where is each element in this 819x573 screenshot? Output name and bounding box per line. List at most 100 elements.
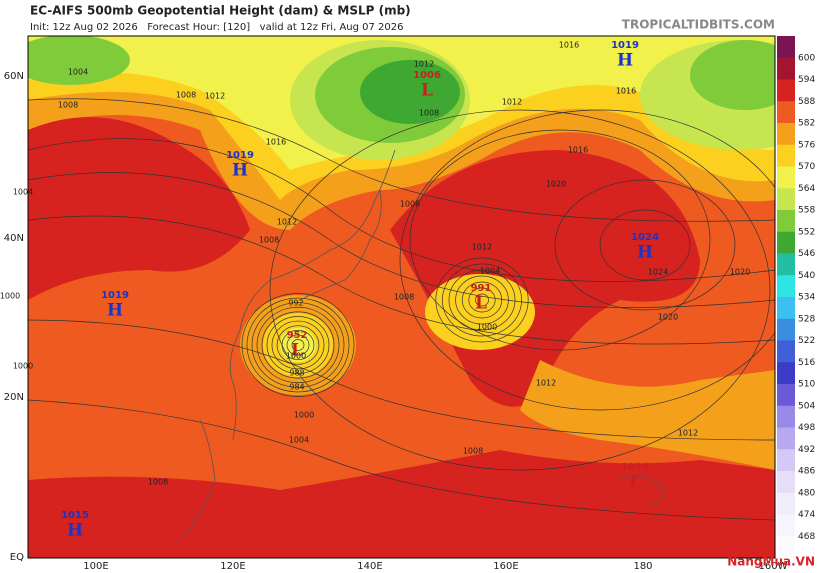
- center-value: 1019: [101, 290, 129, 301]
- center-value: 1024: [631, 232, 659, 243]
- isobar-label: 1000: [13, 362, 33, 371]
- colorbar-label: 552: [798, 227, 815, 237]
- brand: TROPICALTIDBITS.COM: [622, 18, 775, 32]
- colorbar-label: 528: [798, 314, 815, 324]
- watermark: NangMua.VN: [727, 555, 815, 569]
- isobar-label: 1012: [205, 92, 225, 101]
- colorbar-label: 534: [798, 293, 815, 303]
- colorbar-label: 576: [798, 140, 815, 150]
- isobar-label: 1016: [568, 146, 588, 155]
- isobar-label: 1012: [277, 218, 297, 227]
- colorbar-swatch: [777, 384, 795, 407]
- isobar-label: 1000: [0, 292, 20, 301]
- isobar-line: [28, 138, 775, 282]
- isobar-line: [246, 297, 350, 393]
- isobar-label: 1008: [394, 293, 414, 302]
- colorbar-swatch: [777, 144, 795, 167]
- isobar-label: 1020: [658, 313, 678, 322]
- isobar-line: [276, 325, 320, 365]
- colorbar-swatch: [777, 471, 795, 494]
- isobar-label: 1004: [289, 436, 309, 445]
- isobar-label: 1008: [176, 91, 196, 100]
- colorbar-label: 516: [798, 358, 815, 368]
- colorbar-swatch: [777, 405, 795, 428]
- colorbar-swatch: [777, 340, 795, 363]
- isobar-line: [461, 281, 503, 319]
- center-letter: L: [629, 473, 641, 493]
- isobar-label: 1012: [536, 379, 556, 388]
- subtitle: Init: 12z Aug 02 2026 Forecast Hour: [12…: [30, 22, 404, 33]
- map-frame: [27, 35, 776, 559]
- colorbar-swatch: [777, 188, 795, 211]
- center-value: 1015: [61, 510, 89, 521]
- lat-label: 20N: [4, 392, 24, 403]
- colorbar-swatch: [777, 275, 795, 298]
- isobar-line: [448, 269, 516, 331]
- isobar-line: [271, 320, 325, 370]
- isobar-label: 1020: [546, 180, 566, 189]
- center-letter: H: [617, 51, 633, 71]
- colorbar-label: 564: [798, 184, 815, 194]
- isobar-label: 1012: [414, 60, 434, 69]
- colorbar-swatch: [777, 297, 795, 320]
- colorbar-swatch: [777, 318, 795, 341]
- isobar-line: [468, 287, 496, 313]
- center-letter: H: [107, 301, 123, 321]
- isobar-label: 1012: [502, 98, 522, 107]
- height-field: [28, 36, 775, 558]
- colorbar-swatch: [777, 101, 795, 124]
- center-value: 991: [471, 283, 492, 294]
- isobar-label: 1008: [148, 478, 168, 487]
- lon-label: 120E: [220, 561, 245, 572]
- coastlines: [179, 149, 664, 541]
- isobar-label: 992: [288, 299, 303, 308]
- colorbar-label: 540: [798, 271, 815, 281]
- isobar-label: 1000: [477, 323, 497, 332]
- isobar-label: 1008: [259, 236, 279, 245]
- center-value: 952: [287, 330, 308, 341]
- isobar-line: [409, 129, 711, 351]
- isobar-line: [28, 98, 775, 222]
- colorbar-label: 504: [798, 401, 815, 411]
- colorbar-label: 558: [798, 206, 815, 216]
- colorbar-label: 474: [798, 510, 815, 520]
- isobar-label: 1004: [480, 267, 500, 276]
- colorbar-label: 588: [798, 97, 815, 107]
- isobar-label: 1024: [648, 268, 668, 277]
- lon-label: 100E: [83, 561, 108, 572]
- colorbar-label: 570: [798, 162, 815, 172]
- isobar-line: [28, 319, 775, 441]
- isobars: [28, 98, 775, 521]
- isobar-line: [291, 339, 305, 351]
- colorbar-swatch: [777, 449, 795, 472]
- isobar-label: 988: [289, 369, 304, 378]
- lat-label: 40N: [4, 233, 24, 244]
- isobar-line: [554, 179, 736, 311]
- colorbar-label: 582: [798, 119, 815, 129]
- colorbar-swatch: [777, 231, 795, 254]
- isobar-line: [399, 109, 775, 411]
- lon-label: 140E: [357, 561, 382, 572]
- isobar-line: [256, 306, 340, 384]
- isobar-line: [266, 316, 330, 374]
- isobar-label: 1016: [559, 41, 579, 50]
- center-value: 1010: [621, 462, 649, 473]
- center-letter: L: [475, 294, 487, 314]
- colorbar-label: 546: [798, 249, 815, 259]
- center-letter: L: [421, 81, 433, 101]
- center-value: 1019: [226, 150, 254, 161]
- colorbar-label: 522: [798, 336, 815, 346]
- colorbar-swatch: [777, 123, 795, 146]
- isobar-label: 1004: [13, 188, 33, 197]
- isobar-line: [28, 172, 775, 308]
- colorbar-label: 600: [798, 53, 815, 63]
- isobar-line: [435, 257, 529, 343]
- center-letter: H: [232, 161, 248, 181]
- center-letter: L: [291, 341, 303, 361]
- colorbar-swatch: [777, 210, 795, 233]
- isobar-label: 1016: [616, 87, 636, 96]
- colorbar-swatch: [777, 253, 795, 276]
- center-letter: H: [637, 243, 653, 263]
